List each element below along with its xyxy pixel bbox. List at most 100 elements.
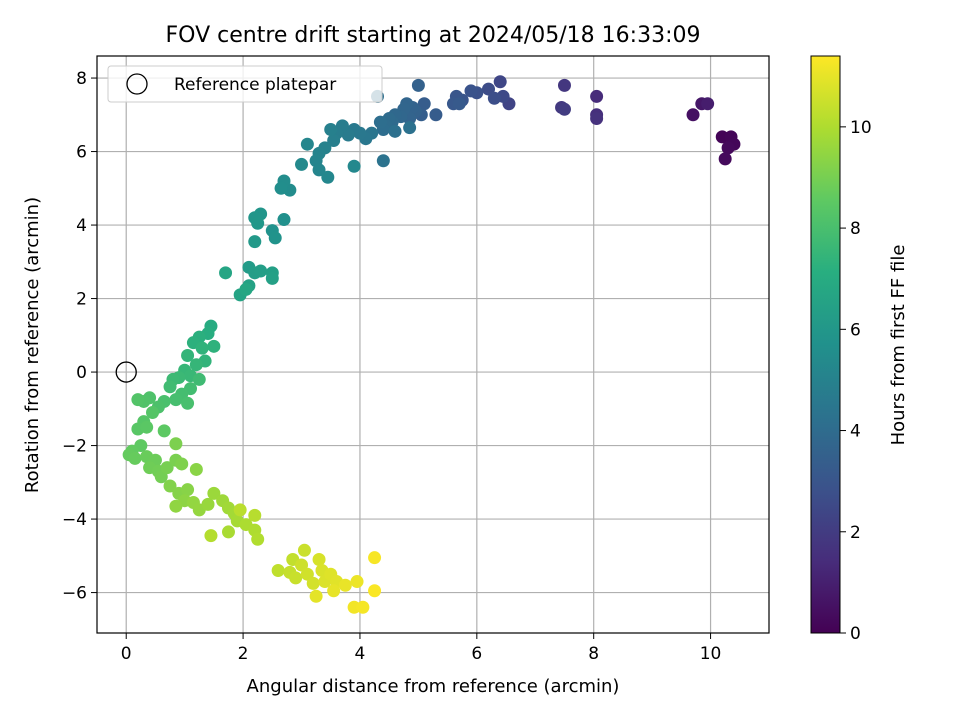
x-tick-label: 2 xyxy=(238,644,249,664)
y-tick-label: 2 xyxy=(76,290,87,310)
data-point xyxy=(557,102,571,116)
data-point xyxy=(221,525,235,539)
data-point xyxy=(201,497,215,511)
data-point xyxy=(403,121,417,135)
data-point xyxy=(327,584,341,598)
data-point xyxy=(219,266,233,280)
data-point xyxy=(701,97,715,111)
data-point xyxy=(181,483,195,497)
chart-title: FOV centre drift starting at 2024/05/18 … xyxy=(166,23,701,48)
data-point xyxy=(181,396,195,410)
data-point xyxy=(590,111,604,125)
data-point xyxy=(271,564,285,578)
data-point xyxy=(321,170,335,184)
data-point xyxy=(277,213,291,227)
colorbar-tick-label: 8 xyxy=(850,219,861,239)
plot-frame xyxy=(96,55,770,634)
data-point xyxy=(189,358,203,372)
y-tick-label: 4 xyxy=(76,216,87,236)
y-axis-label: Rotation from reference (arcmin) xyxy=(22,197,43,493)
data-point xyxy=(181,349,195,363)
y-tick-label: −6 xyxy=(62,584,87,604)
data-point xyxy=(169,437,183,451)
data-point xyxy=(338,578,352,592)
colorbar-tick-label: 10 xyxy=(850,118,872,138)
y-axis-ticks: −6 −4 −2 0 2 4 6 8 xyxy=(62,69,97,604)
data-point xyxy=(312,552,326,566)
legend-box xyxy=(107,65,383,103)
colorbar-label: Hours from first FF file xyxy=(888,245,909,446)
data-point xyxy=(274,181,288,195)
data-point xyxy=(464,84,478,98)
data-point xyxy=(251,532,265,546)
data-point xyxy=(350,575,364,589)
data-point xyxy=(207,486,221,500)
data-point xyxy=(487,91,501,105)
data-point xyxy=(300,137,314,151)
data-point xyxy=(590,89,604,103)
x-axis-label: Angular distance from reference (arcmin) xyxy=(247,676,620,697)
data-point xyxy=(452,97,466,111)
colorbar-tick-label: 6 xyxy=(850,320,861,340)
colorbar-tick-label: 0 xyxy=(850,624,861,644)
data-point xyxy=(254,264,268,278)
y-tick-label: −4 xyxy=(62,510,87,530)
data-point xyxy=(347,159,361,173)
data-point xyxy=(368,551,382,565)
colorbar xyxy=(810,55,841,634)
x-axis-ticks: 0 2 4 6 8 10 xyxy=(121,633,722,664)
x-tick-label: 0 xyxy=(121,644,132,664)
data-point xyxy=(248,235,262,249)
colorbar-tick-label: 2 xyxy=(850,523,861,543)
scatter-points xyxy=(122,75,741,614)
legend-marker xyxy=(126,73,148,95)
grid-lines xyxy=(97,56,769,633)
data-point xyxy=(306,576,320,590)
data-point xyxy=(376,154,390,168)
colorbar-ticks: 0 2 4 6 8 10 xyxy=(840,118,872,644)
x-tick-label: 6 xyxy=(471,644,482,664)
y-tick-label: 6 xyxy=(76,143,87,163)
data-point xyxy=(128,451,142,465)
data-point xyxy=(146,405,160,419)
reference-platepar-marker xyxy=(115,361,137,383)
data-point xyxy=(157,424,171,438)
data-point xyxy=(324,123,338,137)
data-point xyxy=(297,543,311,557)
data-point xyxy=(295,157,309,171)
data-point xyxy=(204,529,218,543)
data-point xyxy=(309,589,323,603)
data-point xyxy=(356,600,370,614)
data-point xyxy=(718,152,732,166)
y-tick-label: −2 xyxy=(62,437,87,457)
data-point xyxy=(265,271,279,285)
data-point xyxy=(268,231,282,245)
data-point xyxy=(140,420,154,434)
data-point xyxy=(493,75,507,89)
data-point xyxy=(373,115,387,129)
data-point xyxy=(195,341,209,355)
data-point xyxy=(251,216,265,230)
data-point xyxy=(368,584,382,598)
data-point xyxy=(411,78,425,92)
legend: Reference platepar xyxy=(107,65,383,103)
data-point xyxy=(388,124,402,138)
data-point xyxy=(557,78,571,92)
x-tick-label: 4 xyxy=(355,644,366,664)
x-tick-label: 10 xyxy=(700,644,722,664)
data-point xyxy=(175,457,189,471)
data-point xyxy=(160,461,174,475)
data-point xyxy=(248,508,262,522)
legend-entry: Reference platepar xyxy=(174,75,336,95)
y-tick-label: 0 xyxy=(76,363,87,383)
data-point xyxy=(239,282,253,296)
data-point xyxy=(312,163,326,177)
colorbar-tick-label: 4 xyxy=(850,422,861,442)
data-point xyxy=(327,134,341,148)
y-tick-label: 8 xyxy=(76,69,87,89)
data-point xyxy=(189,462,203,476)
data-point xyxy=(163,380,177,394)
data-point xyxy=(169,499,183,513)
data-point xyxy=(289,571,303,585)
